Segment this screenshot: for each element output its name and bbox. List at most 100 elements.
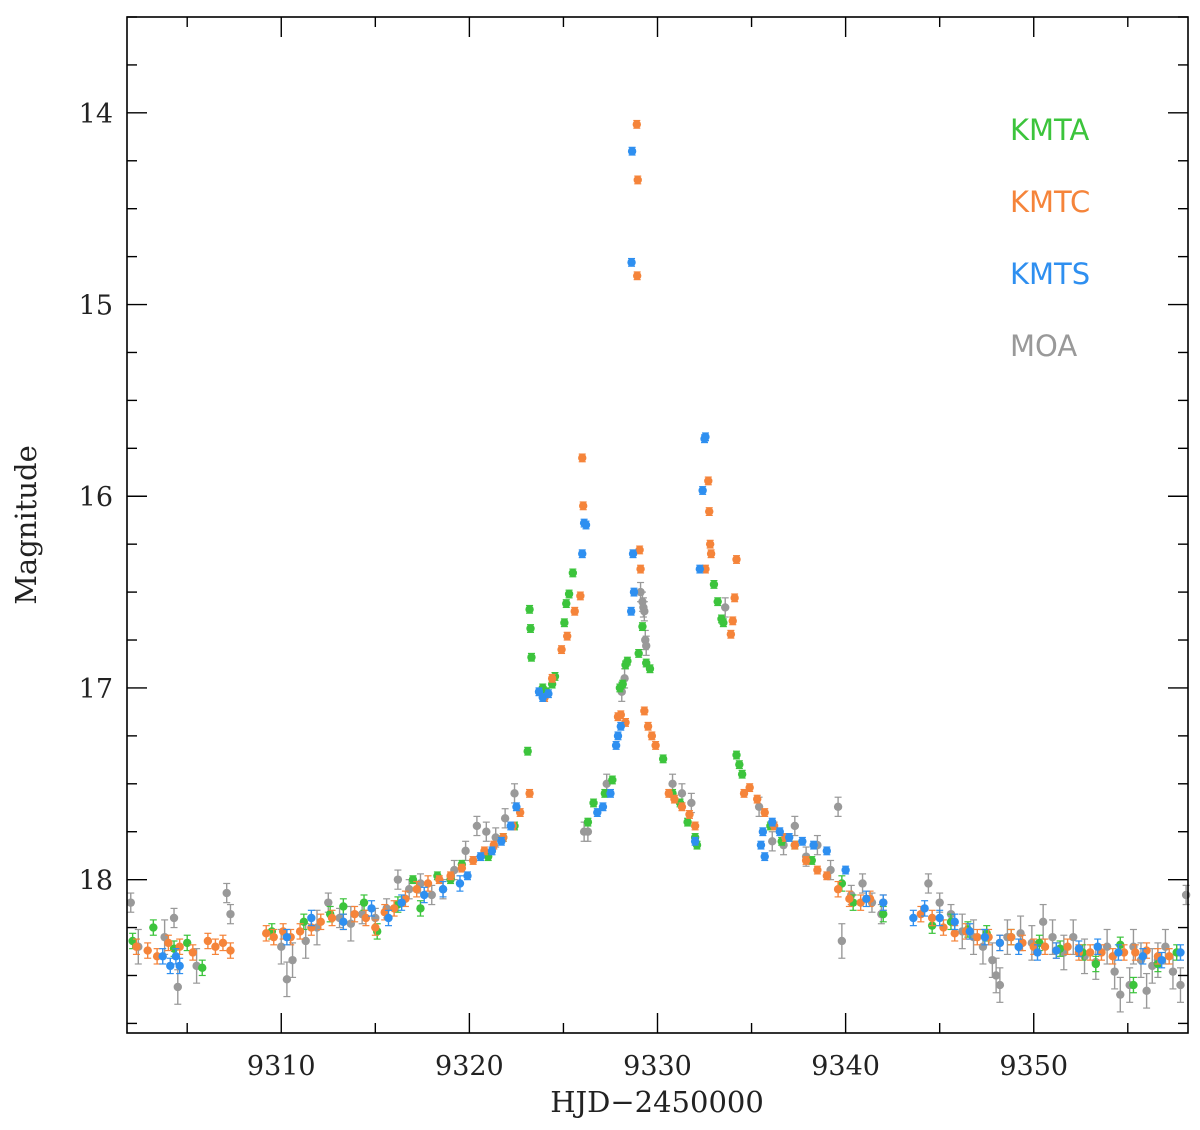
data-point: [282, 975, 292, 984]
x-tick-label: 9330: [623, 1051, 692, 1082]
data-point: [269, 932, 278, 942]
data-point: [705, 507, 714, 516]
data-point: [927, 913, 937, 923]
data-point: [593, 808, 602, 817]
data-point: [226, 909, 235, 919]
data-point: [126, 898, 135, 907]
data-point: [790, 821, 800, 831]
series-kmta: [128, 568, 1181, 994]
data-point: [935, 898, 944, 907]
data-point: [760, 852, 769, 861]
data-point: [606, 789, 615, 798]
data-point: [616, 710, 626, 719]
data-point: [367, 904, 376, 913]
data-point: [1040, 942, 1050, 951]
data-point: [175, 961, 184, 971]
data-point: [1063, 942, 1072, 951]
data-point: [628, 549, 638, 558]
data-point: [995, 938, 1005, 948]
data-point: [1069, 932, 1078, 942]
data-point: [1014, 942, 1023, 951]
data-point: [282, 932, 292, 942]
x-tick-label: 9350: [999, 1051, 1068, 1082]
data-point: [768, 837, 777, 846]
data-point: [560, 618, 569, 627]
data-point: [589, 798, 598, 808]
data-point: [1168, 967, 1178, 976]
data-point: [909, 913, 918, 923]
data-point: [497, 837, 506, 846]
data-point: [1176, 980, 1185, 990]
data-point: [613, 731, 623, 741]
data-point: [527, 653, 536, 662]
data-point: [760, 808, 769, 817]
data-point: [510, 789, 519, 798]
data-point: [775, 827, 784, 836]
data-point: [158, 952, 167, 961]
data-point: [690, 837, 700, 846]
data-point: [939, 923, 948, 932]
data-point: [758, 827, 768, 836]
data-point: [845, 894, 854, 904]
data-point: [472, 821, 482, 831]
data-point: [809, 840, 818, 850]
data-point: [1114, 948, 1123, 957]
data-point: [175, 942, 184, 951]
data-point: [879, 898, 888, 907]
data-point: [670, 794, 679, 804]
data-point: [525, 605, 534, 614]
data-point: [924, 879, 933, 888]
data-point: [635, 545, 644, 555]
y-tick-label: 17: [79, 674, 113, 705]
data-point: [640, 706, 649, 716]
data-point: [564, 589, 574, 599]
data-point: [1093, 942, 1102, 951]
data-point: [1033, 948, 1042, 957]
series-kmtc: [132, 119, 1174, 965]
data-point: [1102, 942, 1112, 951]
series-moa: [126, 581, 1191, 1013]
data-point: [965, 927, 974, 936]
data-point: [166, 961, 175, 971]
data-point: [457, 863, 467, 873]
data-point: [713, 597, 722, 606]
data-point: [991, 971, 1001, 980]
data-point: [149, 923, 158, 932]
x-tick-label: 9340: [811, 1051, 880, 1082]
data-point: [598, 802, 608, 811]
data-point: [623, 656, 632, 666]
data-point: [732, 555, 741, 564]
data-point: [632, 271, 642, 280]
data-point: [642, 641, 651, 650]
data-point: [1038, 917, 1048, 927]
data-point: [709, 580, 719, 589]
data-point: [393, 875, 403, 884]
data-point: [324, 898, 333, 907]
data-point: [745, 783, 754, 792]
plot-frame: [126, 16, 1189, 1034]
data-point: [980, 932, 990, 942]
data-point: [301, 936, 310, 946]
data-point: [768, 817, 777, 827]
data-point: [1142, 986, 1151, 996]
data-point: [384, 913, 393, 923]
y-tick-label: 14: [79, 99, 113, 130]
data-point: [1006, 932, 1016, 942]
data-point: [858, 879, 867, 888]
data-point: [677, 802, 687, 811]
data-point: [978, 942, 988, 951]
data-point: [169, 913, 179, 923]
data-point: [173, 982, 182, 992]
data-point: [618, 679, 627, 689]
y-tick-label: 16: [79, 482, 113, 513]
data-point: [218, 938, 228, 948]
data-point: [1157, 955, 1166, 965]
data-point: [862, 894, 871, 904]
data-point: [698, 486, 707, 495]
data-point: [833, 885, 843, 894]
axis-ticks: [127, 16, 1188, 1033]
data-point: [132, 942, 141, 951]
data-point: [455, 879, 465, 888]
data-point: [562, 599, 571, 608]
data-point: [1048, 932, 1057, 942]
